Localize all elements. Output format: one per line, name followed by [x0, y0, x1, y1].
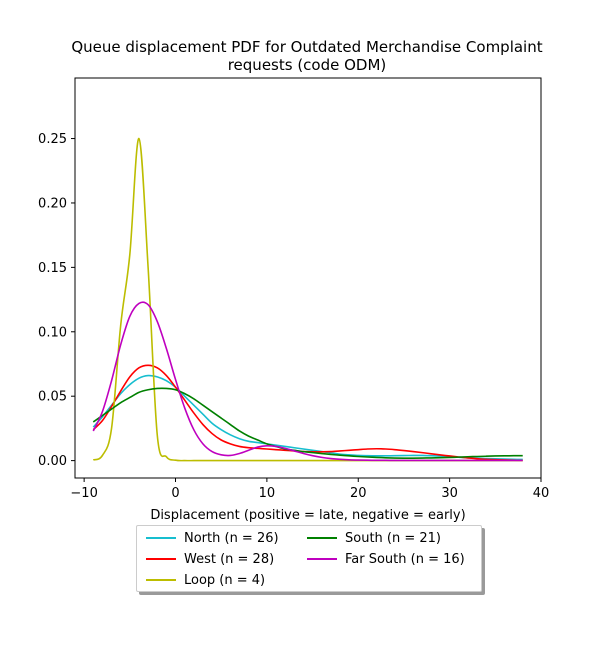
- series-layer: [92, 137, 523, 462]
- chart-title-line-2: requests (code ODM): [228, 56, 387, 74]
- legend-label-south: South (n = 21): [345, 530, 441, 546]
- legend-label-north: North (n = 26): [184, 530, 279, 546]
- x-tick-label: 40: [533, 486, 550, 501]
- x-tick-label: 10: [259, 486, 276, 501]
- legend-item-west: West (n = 28): [146, 550, 274, 568]
- y-tick-label: 0.00: [38, 454, 67, 469]
- x-tick-label: −10: [70, 486, 97, 501]
- chart-title-line-1: Queue displacement PDF for Outdated Merc…: [71, 38, 542, 56]
- y-tick-label: 0.05: [38, 390, 67, 405]
- y-tick-label: 0.25: [38, 132, 67, 147]
- legend-label-west: West (n = 28): [184, 551, 275, 567]
- legend-item-south: South (n = 21): [307, 529, 441, 547]
- legend: North (n = 26) South (n = 21) West (n = …: [136, 525, 482, 592]
- x-axis-ticks: −10 0 10 20 30 40: [70, 478, 549, 501]
- legend-label-far-south: Far South (n = 16): [345, 551, 465, 567]
- legend-swatch-loop: [146, 579, 176, 581]
- x-tick-label: 20: [350, 486, 367, 501]
- legend-swatch-far-south: [307, 558, 337, 560]
- x-axis-label: Displacement (positive = late, negative …: [150, 508, 465, 523]
- series-line-loop: [92, 137, 523, 462]
- legend-item-loop: Loop (n = 4): [146, 571, 265, 589]
- legend-swatch-north: [146, 537, 176, 539]
- legend-item-north: North (n = 26): [146, 529, 279, 547]
- series-line-west: [92, 364, 523, 462]
- y-tick-label: 0.15: [38, 261, 67, 276]
- x-tick-label: 0: [171, 486, 179, 501]
- series-line-far-south: [92, 301, 523, 462]
- legend-item-far-south: Far South (n = 16): [307, 550, 465, 568]
- x-tick-label: 30: [441, 486, 458, 501]
- legend-swatch-south: [307, 537, 337, 539]
- y-axis-ticks: 0.00 0.05 0.10 0.15 0.20 0.25: [38, 132, 75, 469]
- y-tick-label: 0.20: [38, 196, 67, 211]
- plot-frame: [74, 77, 542, 479]
- y-tick-label: 0.10: [38, 325, 67, 340]
- legend-swatch-west: [146, 558, 176, 560]
- series-line-south: [92, 387, 523, 459]
- legend-label-loop: Loop (n = 4): [184, 572, 266, 588]
